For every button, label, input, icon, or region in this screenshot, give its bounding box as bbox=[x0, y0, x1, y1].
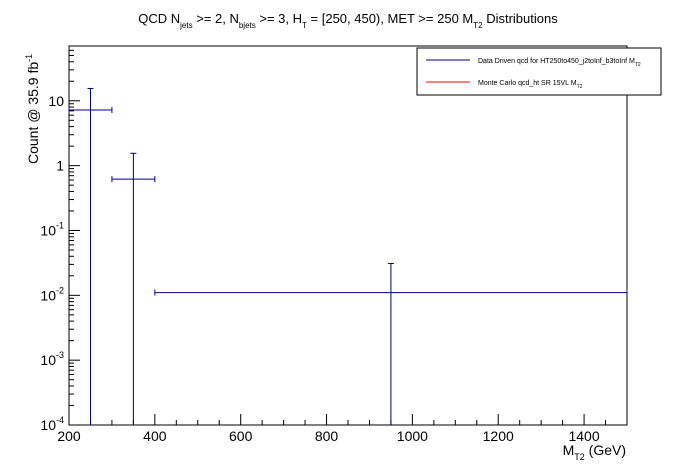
x-tick-label: 800 bbox=[315, 428, 339, 444]
x-tick-label: 400 bbox=[143, 428, 167, 444]
data-point bbox=[111, 152, 156, 425]
legend: Data Driven qcd for HT250to450_j2toInf_b… bbox=[416, 47, 662, 96]
y-tick-label: 10-3 bbox=[40, 350, 64, 368]
x-tick-label: 200 bbox=[57, 428, 81, 444]
y-axis: 10-4 10-3 10-2 10-1 1 10 bbox=[40, 49, 80, 433]
y-tick-label: 10 bbox=[48, 93, 64, 109]
x-axis-label: MT2 (GeV) bbox=[563, 442, 626, 462]
data-point bbox=[68, 87, 113, 425]
legend-box bbox=[416, 47, 662, 96]
data-point bbox=[154, 262, 628, 425]
chart-title: QCD Njets >= 2, Nbjets >= 3, HT = [250, … bbox=[138, 11, 558, 30]
series-layer bbox=[68, 87, 628, 425]
y-tick-label: 10-2 bbox=[40, 285, 64, 303]
y-tick-label: 10-4 bbox=[40, 415, 64, 433]
x-tick-label: 1200 bbox=[483, 428, 514, 444]
y-tick-label: 10-1 bbox=[40, 220, 64, 238]
x-tick-label: 1000 bbox=[397, 428, 428, 444]
x-axis: 200 400 600 800 1000 1200 1400 bbox=[57, 414, 607, 444]
legend-label-monte-carlo: Monte Carlo qcd_ht SR 15VL MT2 bbox=[478, 80, 583, 90]
x-tick-label: 600 bbox=[229, 428, 253, 444]
y-axis-label: Count @ 35.9 fb-1 bbox=[24, 54, 41, 164]
legend-label-data-driven: Data Driven qcd for HT250to450_j2toInf_b… bbox=[478, 58, 641, 68]
y-tick-label: 1 bbox=[56, 158, 64, 174]
x-tick-label: 1400 bbox=[568, 428, 599, 444]
plot-frame bbox=[68, 45, 628, 426]
